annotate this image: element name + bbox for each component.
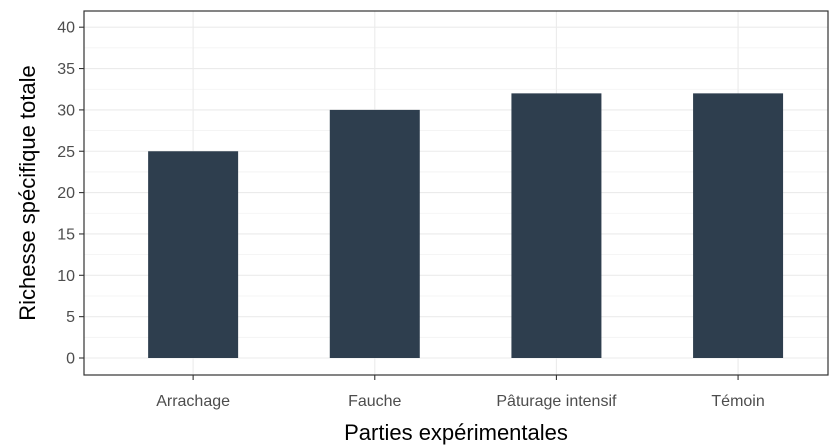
bar-t-moin [693,93,784,359]
x-tick-label: Témoin [711,393,764,410]
x-tick-label: Arrachage [156,393,230,410]
y-tick-label: 30 [57,102,75,119]
y-axis-title: Richesse spécifique totale [15,65,40,321]
y-tick-label: 0 [66,351,75,368]
y-tick-label: 10 [57,268,75,285]
bar-fauche [329,109,420,359]
y-tick-label: 5 [66,309,75,326]
y-tick-label: 20 [57,185,75,202]
x-axis-title: Parties expérimentales [344,420,568,445]
x-tick-label: Fauche [348,393,401,410]
y-tick-label: 40 [57,20,75,37]
bar-p-turage-intensif [511,93,602,359]
x-axis: Arrachage Fauche Pâturage intensif Témoin [156,375,765,410]
y-axis: 0 5 10 15 20 25 30 35 40 [57,20,84,368]
y-tick-label: 15 [57,226,75,243]
x-tick-label: Pâturage intensif [496,393,617,410]
y-tick-label: 35 [57,61,75,78]
y-tick-label: 25 [57,144,75,161]
bar-arrachage [148,151,239,358]
bars [148,93,784,359]
